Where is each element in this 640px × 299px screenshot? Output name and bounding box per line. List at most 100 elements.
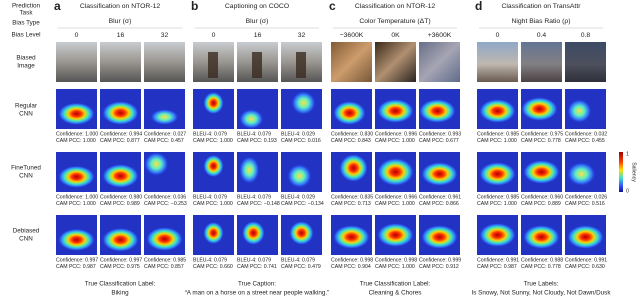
truth-title: True Caption: — [238, 281, 276, 288]
cam-metric: CAM PCC: 0.843 — [331, 138, 371, 144]
saliency-blob — [333, 101, 366, 125]
cam-metric: CAM PCC: 0.975 — [100, 264, 140, 270]
truth-title: True Classification Label: — [360, 281, 431, 288]
cam-metric: Confidence: 0.960 — [521, 194, 563, 200]
saliency-blob — [377, 223, 414, 247]
cam-metric: Confidence: 0.975 — [521, 131, 563, 137]
cam-metric: CAM PCC: 1.000 — [375, 264, 415, 270]
colorbar-top: 1 — [626, 151, 629, 157]
cam-metric: Confidence: 0.961 — [419, 194, 461, 200]
bias-type: Blur (σ) — [109, 18, 132, 25]
saliency-blob — [421, 225, 458, 249]
saliency-blob — [102, 101, 139, 125]
bias-level: 0.4 — [537, 32, 547, 39]
prediction-task: Classification on NTOR-12 — [355, 3, 436, 10]
row-label: Bias Level — [11, 32, 40, 39]
cam-metric: CAM PCC: 0.912 — [419, 264, 459, 270]
horse-shape — [208, 52, 218, 78]
cam-metric: CAM PCC: 0.677 — [419, 138, 459, 144]
cam-metric: BLEU-4: 0.029 — [281, 194, 315, 200]
cam-metric: CAM PCC: 0.889 — [521, 201, 561, 207]
saliency-blob — [144, 152, 169, 176]
cam-metric: CAM PCC: 1.000 — [193, 201, 233, 207]
cam-metric: Confidence: 0.998 — [331, 257, 373, 263]
row-label: Prediction — [12, 3, 40, 10]
horse-shape — [252, 52, 262, 78]
cam-metric: Confidence: 0.998 — [375, 257, 417, 263]
cam-metric: CAM PCC: 1.000 — [375, 138, 415, 144]
biased-image — [144, 42, 185, 82]
biased-image — [521, 42, 562, 82]
saliency-blob — [102, 164, 139, 188]
saliency-blob — [239, 109, 264, 129]
bias-level: 0.8 — [581, 32, 591, 39]
cam-metric: Confidence: 0.830 — [331, 131, 373, 137]
saliency-blob — [479, 162, 516, 186]
cam-metric: Confidence: 0.835 — [331, 194, 373, 200]
biased-image — [331, 42, 372, 82]
cam-metric: CAM PCC: −0.148 — [237, 201, 280, 207]
saliency-blob — [377, 158, 414, 186]
bias-level: 0 — [496, 32, 500, 39]
cam-metric: CAM PCC: 0.630 — [565, 264, 605, 270]
prediction-task: Captioning on COCO — [225, 3, 289, 10]
cam-metric: Confidence: 0.027 — [144, 131, 186, 137]
row-label: Image — [17, 63, 35, 70]
cam-metric: Confidence: 0.985 — [477, 194, 519, 200]
cam-metric: BLEU-4: 0.079 — [193, 131, 227, 137]
panel-letter: d — [475, 0, 482, 13]
saliency-blob — [146, 227, 183, 251]
cam-metric: CAM PCC: 0.457 — [144, 138, 184, 144]
saliency-blob — [333, 225, 370, 249]
cam-metric: CAM PCC: 1.000 — [56, 201, 96, 207]
cam-metric: CAM PCC: −0.134 — [281, 201, 324, 207]
row-label: CNN — [19, 173, 33, 180]
cam-metric: CAM PCC: 1.000 — [477, 138, 517, 144]
cam-metric: CAM PCC: 0.516 — [565, 201, 605, 207]
saliency-blob — [289, 221, 314, 245]
saliency-blob — [58, 165, 95, 188]
biased-image — [56, 42, 97, 82]
saliency-blob — [203, 154, 224, 178]
row-label: FineTuned — [11, 165, 41, 172]
bias-level: 32 — [298, 32, 306, 39]
saliency-blob — [287, 164, 312, 188]
saliency-blob — [523, 160, 560, 184]
truth-title: True Classification Label: — [85, 281, 156, 288]
bias-level: 32 — [161, 32, 169, 39]
saliency-blob — [241, 221, 265, 245]
colorbar-label: Saliency — [631, 162, 637, 182]
cam-metric: Confidence: 0.036 — [144, 194, 186, 200]
saliency-blob — [419, 99, 456, 123]
saliency-blob — [479, 223, 516, 247]
cam-metric: Confidence: 0.980 — [100, 194, 142, 200]
cam-metric: BLEU-4: 0.029 — [281, 131, 315, 137]
prediction-task: Classification on NTOR-12 — [80, 3, 161, 10]
saliency-blob — [58, 228, 95, 251]
row-label: Biased — [16, 55, 36, 62]
cam-metric: CAM PCC: 0.660 — [193, 264, 233, 270]
row-label: Regular — [15, 103, 37, 110]
cam-metric: Confidence: 0.985 — [144, 257, 186, 263]
row-label: CNN — [19, 236, 33, 243]
cam-metric: Confidence: 0.988 — [521, 257, 563, 263]
cam-metric: BLEU-4: 0.079 — [237, 194, 271, 200]
bias-level: 0K — [391, 32, 400, 39]
bias-type: Night Bias Ratio (ρ) — [511, 18, 570, 25]
saliency-blob — [567, 162, 596, 186]
cam-metric: Confidence: 1.000 — [56, 131, 98, 137]
row-label: CNN — [19, 111, 33, 118]
bias-level: 16 — [254, 32, 262, 39]
truth-title: True Labels: — [524, 281, 559, 288]
saliency-blob — [203, 221, 224, 245]
cam-metric: BLEU-4: 0.079 — [281, 257, 315, 263]
night-tint — [521, 42, 562, 82]
cam-metric: Confidence: 1.000 — [56, 194, 98, 200]
cam-metric: CAM PCC: 0.877 — [100, 138, 140, 144]
saliency-blob — [102, 227, 139, 252]
bias-level: +3600K — [428, 32, 452, 39]
cam-metric: CAM PCC: 0.987 — [477, 264, 517, 270]
cam-metric: CAM PCC: 0.987 — [56, 264, 96, 270]
truth-value: Cleaning & Chores — [369, 290, 422, 297]
